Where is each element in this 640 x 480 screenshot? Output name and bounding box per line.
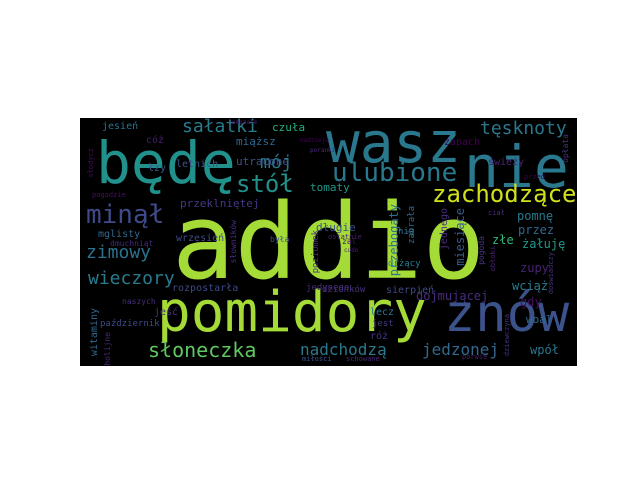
- word-poziomek: poziomek: [311, 230, 321, 274]
- word-wieczory: wieczory: [88, 268, 175, 289]
- word-tomaty: tomaty: [310, 181, 350, 194]
- word-miazsz: miąższ: [236, 135, 276, 148]
- word-przez: przez: [518, 223, 555, 237]
- word-slownikow: słowników: [229, 220, 238, 264]
- word-zle: złe: [492, 233, 514, 247]
- word-letnich: letnich: [176, 159, 219, 170]
- word-przed: przed: [524, 173, 546, 181]
- word-pomidory: pomidory: [157, 280, 427, 345]
- word-zimowy: zimowy: [86, 242, 152, 263]
- word-coz: cóż: [146, 135, 165, 146]
- word-sloneczka: słoneczka: [148, 338, 257, 362]
- word-lecz: lecz: [370, 307, 395, 318]
- word-jednego: jednego: [439, 208, 450, 251]
- word-czula: czuła: [272, 121, 306, 134]
- word-schowane: schowane: [346, 355, 380, 363]
- word-tesknoty: tęsknoty: [480, 118, 567, 139]
- word-swiezy: świeży: [488, 157, 525, 168]
- word-jesien: jesień: [102, 121, 139, 132]
- word-wciaz: wciąż: [512, 279, 549, 293]
- word-byla: była: [270, 235, 290, 244]
- word-cudo: cudo: [344, 247, 359, 254]
- word-dmuchniat: dmuchniąt: [110, 239, 154, 248]
- word-pomne: pomnę: [517, 209, 554, 223]
- word-cloud-canvas: addio pomidory wasz będę nie znów ulubio…: [80, 118, 577, 366]
- word-miesiace: miesiące: [453, 208, 467, 266]
- word-znow: znów: [444, 284, 570, 344]
- word-addio: addio: [172, 181, 486, 303]
- word-oplata: opłata: [561, 134, 570, 163]
- word-zal: zal: [342, 237, 357, 246]
- word-dojmujacej: dojmującej: [416, 289, 489, 303]
- word-cial: ciał: [488, 209, 505, 217]
- word-nia: nią: [398, 227, 415, 237]
- word-witaminy: witaminy: [89, 308, 100, 357]
- word-bede: będę: [96, 129, 236, 197]
- word-nie: nie: [464, 133, 569, 201]
- word-wrzesien: wrzesień: [176, 233, 225, 244]
- word-zaluje: żałuję: [522, 237, 566, 251]
- word-jedynego: jedynego: [306, 283, 350, 293]
- word-nadchodza: nadchodzą: [300, 340, 387, 359]
- word-minal: minął: [86, 200, 165, 230]
- word-melancholijne: melancholijne: [103, 332, 112, 366]
- word-zabrala: zabrała: [407, 206, 417, 244]
- word-rozpostarla: rozpostarła: [172, 283, 239, 294]
- word-wpol: wpół: [530, 343, 559, 357]
- word-pazdziernik: październik: [100, 319, 160, 329]
- word-woal: woal: [526, 313, 553, 326]
- word-moj: mój: [260, 152, 293, 173]
- word-przekletej: przeklniętej: [180, 197, 260, 210]
- word-pogoda: pogoda: [477, 236, 486, 265]
- word-ostatnie: ostatnie: [328, 233, 362, 241]
- word-pogodzie: pogodzie: [92, 191, 126, 199]
- word-obloki: obłoki: [489, 246, 497, 272]
- word-jest: jest: [372, 319, 394, 329]
- word-drzacy: drżący: [388, 259, 421, 269]
- word-nadzieja: nadzieja: [300, 137, 329, 144]
- word-milosci: miłości: [302, 355, 332, 363]
- word-gdy: gdy: [520, 295, 542, 309]
- word-naszych: naszych: [122, 297, 156, 306]
- word-omszale: omszałe: [232, 119, 258, 126]
- word-roz: róż: [370, 331, 389, 342]
- word-lzy: łzy: [148, 163, 167, 174]
- word-zachodzace: zachodzące: [432, 180, 577, 208]
- word-wasz: wasz: [326, 118, 461, 176]
- word-utracone: utracone: [236, 155, 289, 168]
- word-dzionkow: dzionków: [322, 285, 366, 295]
- word-zapach: zapach: [444, 137, 481, 148]
- word-doswiadczy: doświadczy: [547, 252, 555, 295]
- word-jedzonej: jedzonej: [422, 340, 500, 359]
- word-slodycz: słodycz: [87, 148, 95, 178]
- word-salatki: sałatki: [182, 118, 258, 137]
- word-dziewczyna: dziewczyna: [503, 314, 511, 357]
- word-mglisty: mglisty: [98, 229, 141, 240]
- word-jesc: jeść: [154, 307, 179, 318]
- word-zupy: zupy: [520, 261, 549, 275]
- word-dlugie: długie: [316, 221, 356, 234]
- word-stol: stół: [236, 170, 294, 198]
- word-sierpien: sierpień: [386, 285, 435, 296]
- word-poranki: poranki: [310, 147, 336, 154]
- word-ulubione: ulubione: [332, 158, 458, 188]
- word-porwie: porwie: [462, 353, 488, 361]
